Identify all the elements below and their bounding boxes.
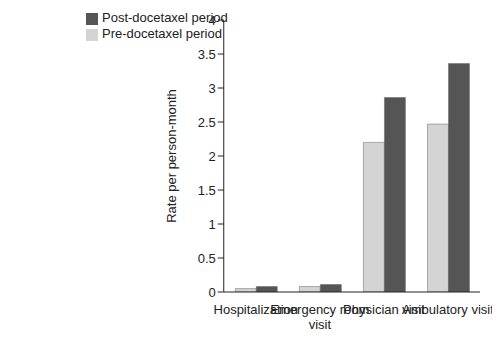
svg-text:Rate per person-month: Rate per person-month: [164, 89, 179, 223]
svg-text:1.5: 1.5: [198, 183, 216, 198]
svg-text:2.5: 2.5: [198, 115, 216, 130]
svg-text:2: 2: [209, 149, 216, 164]
svg-text:0.5: 0.5: [198, 251, 216, 266]
svg-text:Ambulatory visit: Ambulatory visit: [402, 302, 492, 317]
svg-text:0: 0: [209, 285, 216, 300]
svg-text:4: 4: [209, 13, 216, 28]
svg-text:3: 3: [209, 81, 216, 96]
svg-text:1: 1: [209, 217, 216, 232]
svg-text:3.5: 3.5: [198, 47, 216, 62]
